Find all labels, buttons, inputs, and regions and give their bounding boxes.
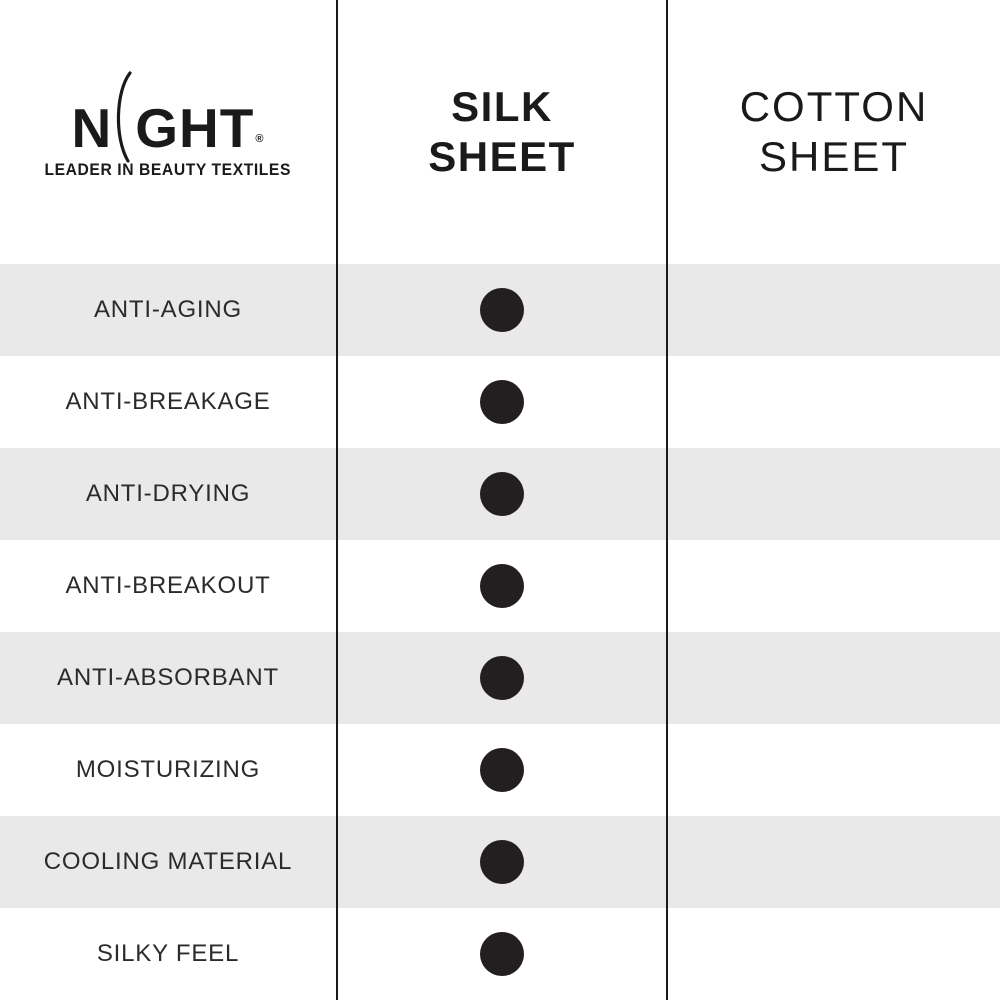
column-header-cotton-sheet-label: COTTON SHEET: [739, 83, 929, 180]
cell-silk-sheet: [338, 356, 666, 448]
cell-cotton-sheet: [668, 448, 1000, 540]
cell-cotton-sheet: [668, 632, 1000, 724]
cell-silk-sheet: [338, 724, 666, 816]
brand-logo: N GHT ® LEADER IN BEAUTY TEXTILES: [0, 0, 336, 264]
feature-label: COOLING MATERIAL: [43, 848, 293, 875]
feature-label: ANTI-AGING: [93, 296, 242, 323]
filled-dot-icon: [480, 564, 524, 608]
cell-cotton-sheet: [668, 540, 1000, 632]
feature-label: MOISTURIZING: [75, 756, 261, 783]
filled-dot-icon: [480, 380, 524, 424]
cell-silk-sheet: [338, 908, 666, 1000]
cell-silk-sheet: [338, 264, 666, 356]
cell-silk-sheet: [338, 540, 666, 632]
column-header-silk-sheet-label: SILK SHEET: [428, 83, 576, 180]
logo-wordmark: N GHT ®: [72, 70, 265, 163]
registered-trademark-mark: ®: [255, 132, 265, 145]
feature-label: ANTI-BREAKOUT: [65, 572, 271, 599]
feature-label: ANTI-BREAKAGE: [65, 388, 271, 415]
cell-cotton-sheet: [668, 908, 1000, 1000]
column-header-cotton-sheet: COTTON SHEET: [668, 0, 1000, 264]
table-row: ANTI-AGING: [0, 264, 1000, 356]
logo-letters-ght: GHT: [135, 96, 255, 159]
table-header: N GHT ® LEADER IN BEAUTY TEXTILES SILK S…: [0, 0, 1000, 264]
filled-dot-icon: [480, 656, 524, 700]
cell-silk-sheet: [338, 448, 666, 540]
filled-dot-icon: [480, 748, 524, 792]
table-row: SILKY FEEL: [0, 908, 1000, 1000]
table-row: ANTI-ABSORBANT: [0, 632, 1000, 724]
cell-silk-sheet: [338, 816, 666, 908]
table-row: MOISTURIZING: [0, 724, 1000, 816]
feature-label: ANTI-DRYING: [85, 480, 251, 507]
feature-label: ANTI-ABSORBANT: [57, 664, 279, 691]
logo-letter-n: N: [71, 96, 113, 159]
filled-dot-icon: [480, 932, 524, 976]
filled-dot-icon: [480, 288, 524, 332]
column-header-silk-sheet: SILK SHEET: [338, 0, 666, 264]
cell-silk-sheet: [338, 632, 666, 724]
table-row: ANTI-BREAKAGE: [0, 356, 1000, 448]
cell-cotton-sheet: [668, 356, 1000, 448]
table-row: COOLING MATERIAL: [0, 816, 1000, 908]
cell-cotton-sheet: [668, 816, 1000, 908]
brand-tagline: LEADER IN BEAUTY TEXTILES: [44, 160, 292, 179]
crescent-moon-icon: [114, 70, 134, 163]
cell-cotton-sheet: [668, 724, 1000, 816]
column-divider-1: [336, 0, 338, 1000]
feature-label: SILKY FEEL: [96, 940, 240, 967]
table-body: ANTI-AGING ANTI-BREAKAGE ANTI-DRYING ANTI-B…: [0, 264, 1000, 1000]
filled-dot-icon: [480, 840, 524, 884]
filled-dot-icon: [480, 472, 524, 516]
cell-cotton-sheet: [668, 264, 1000, 356]
table-row: ANTI-DRYING: [0, 448, 1000, 540]
table-row: ANTI-BREAKOUT: [0, 540, 1000, 632]
column-divider-2: [666, 0, 668, 1000]
